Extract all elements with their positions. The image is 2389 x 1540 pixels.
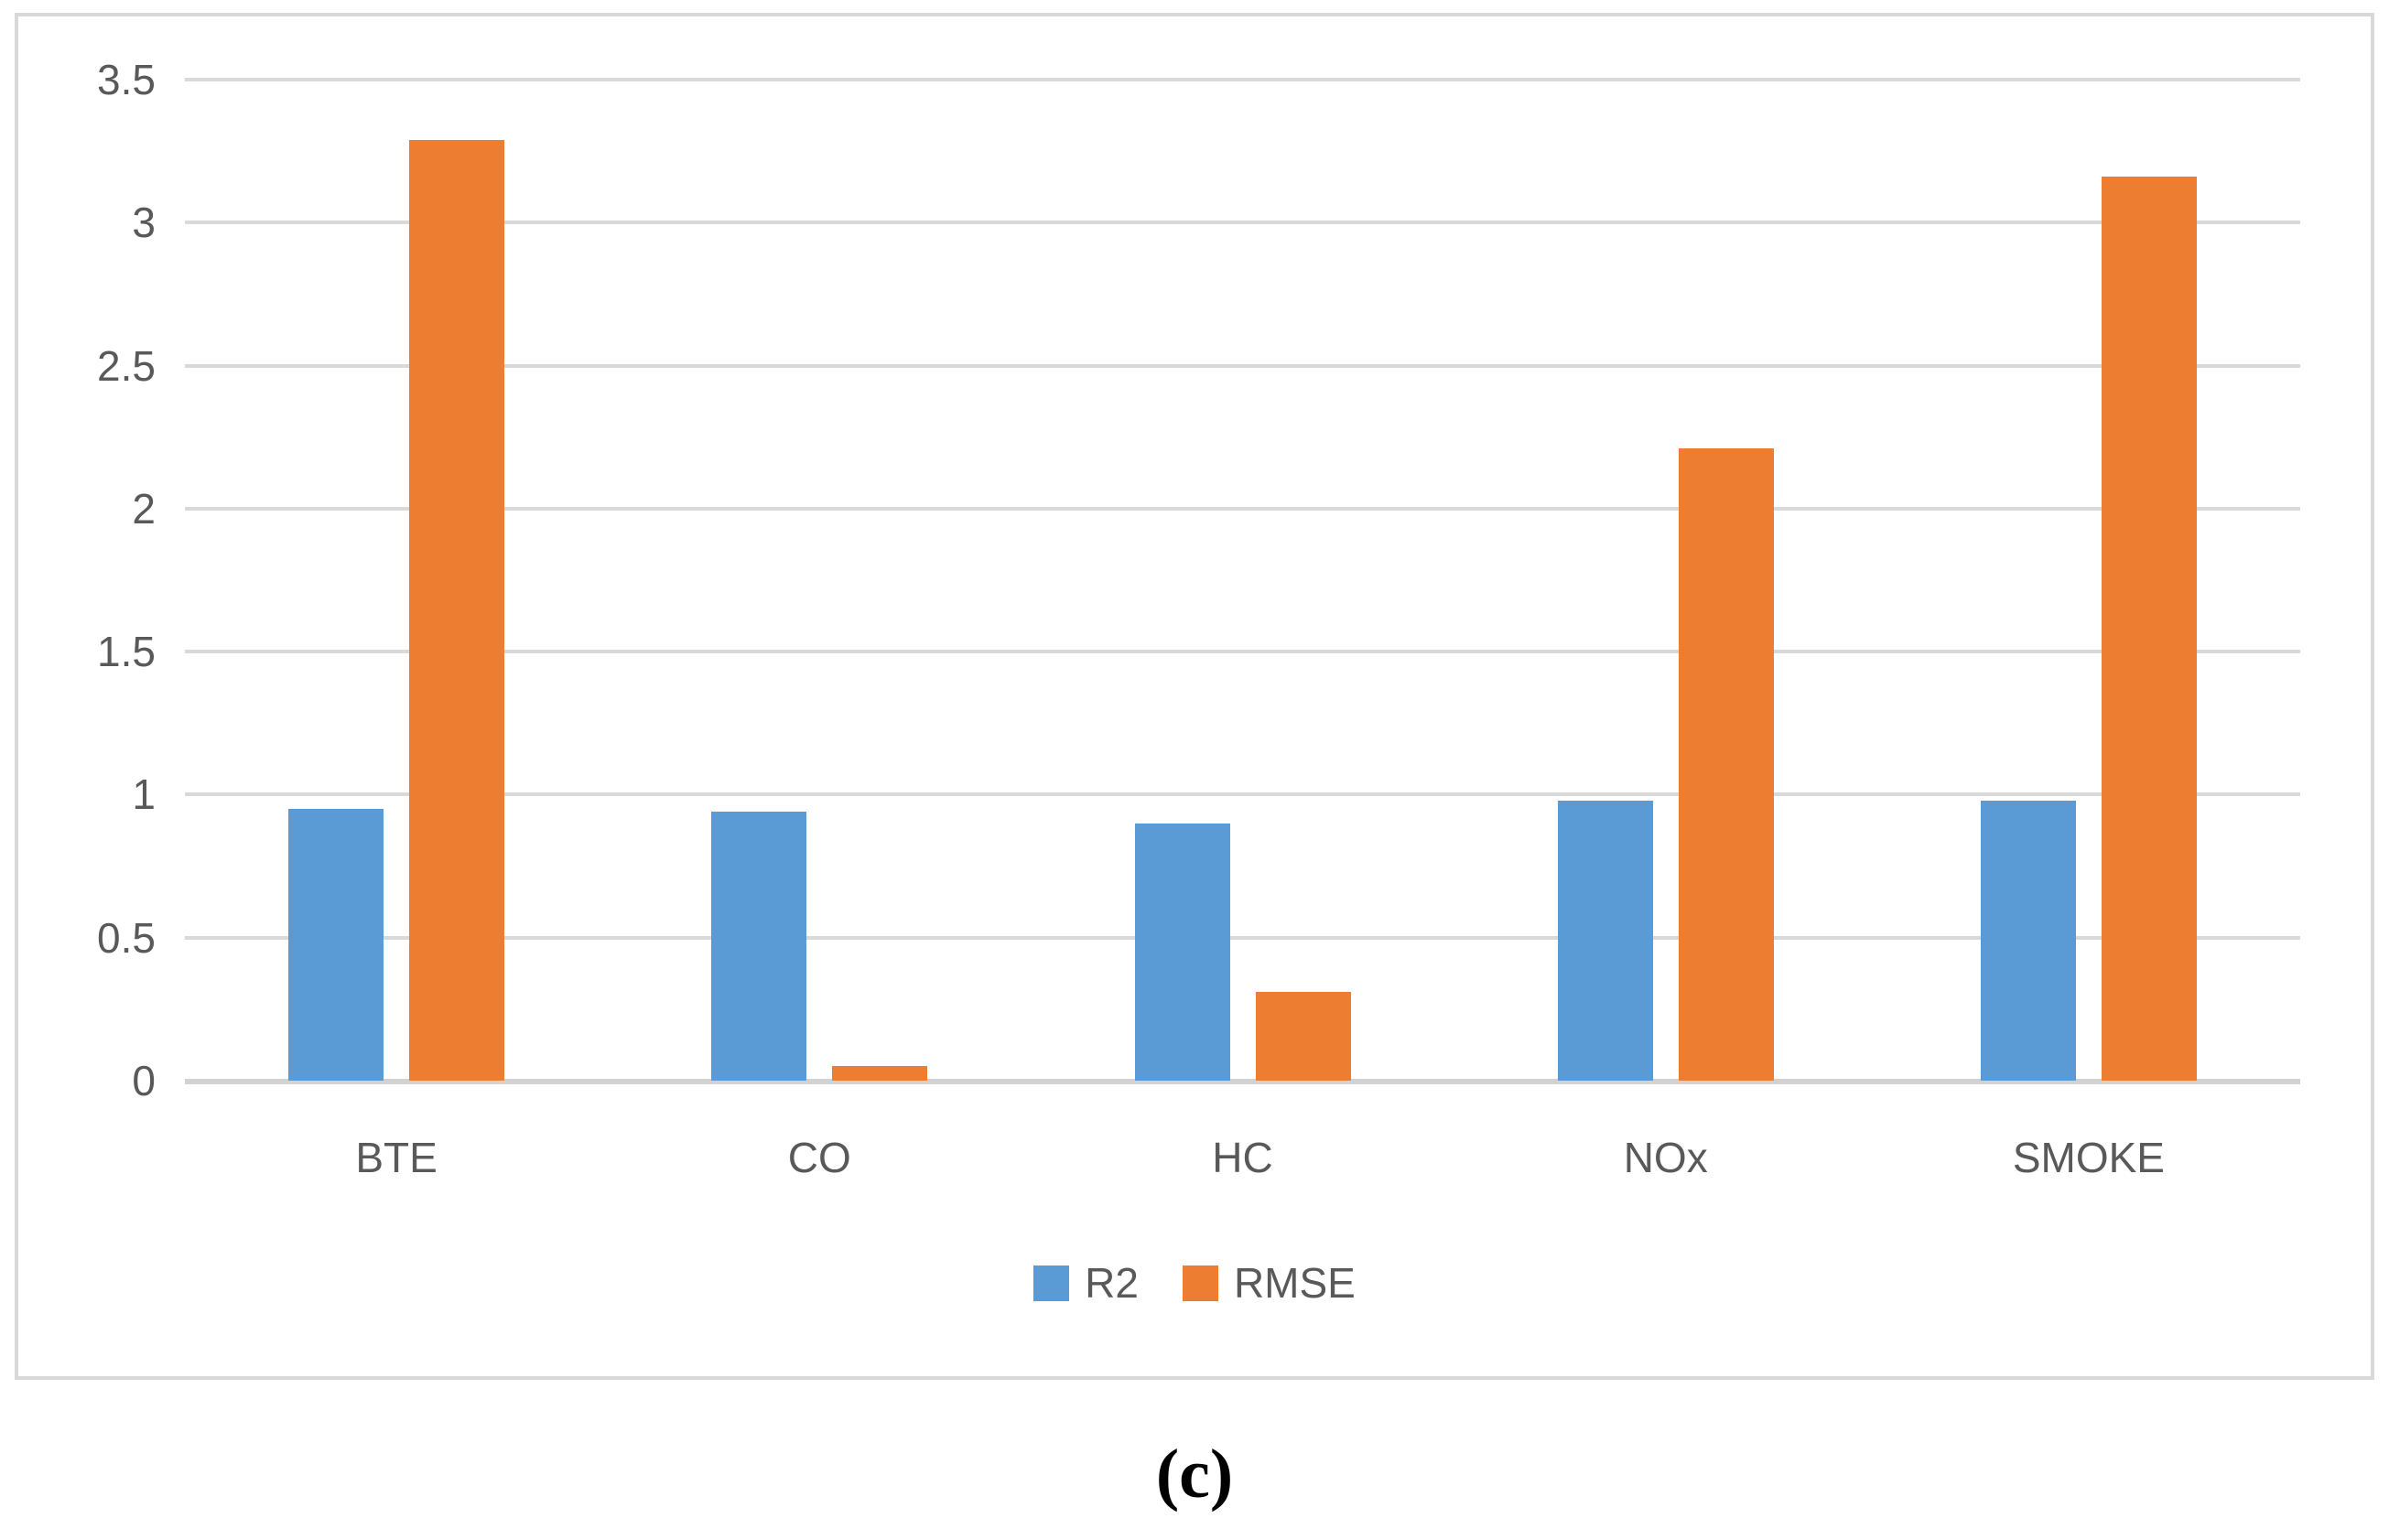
legend-item-r2: R2 xyxy=(1033,1261,1139,1305)
legend-item-rmse: RMSE xyxy=(1182,1259,1356,1307)
legend-swatch-rmse xyxy=(1182,1265,1218,1301)
chart-frame xyxy=(15,13,2374,1380)
legend-label-rmse: RMSE xyxy=(1233,1259,1356,1307)
legend-swatch-r2 xyxy=(1033,1265,1070,1301)
figure-caption: (c) xyxy=(1155,1436,1234,1513)
legend: R2 RMSE xyxy=(0,1261,2389,1305)
legend-label-r2: R2 xyxy=(1085,1259,1139,1307)
